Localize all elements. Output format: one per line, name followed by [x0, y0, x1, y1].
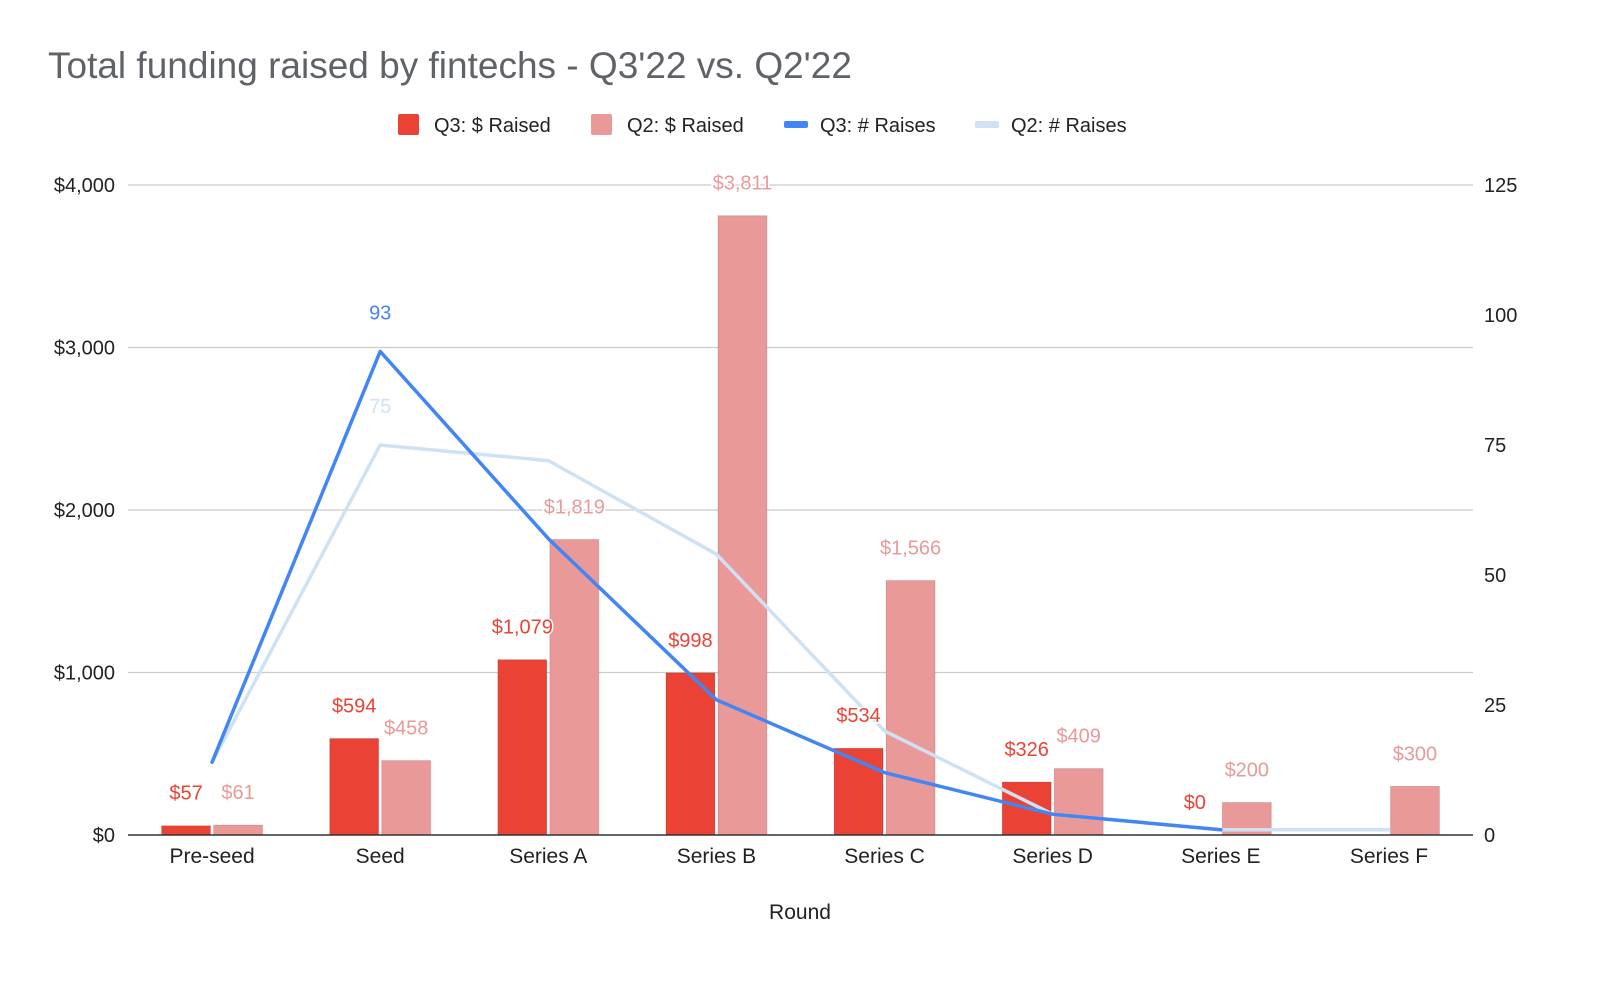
bar — [1389, 785, 1440, 836]
legend-swatch — [784, 121, 808, 128]
series-line — [210, 349, 1223, 832]
bar-data-label: $998 — [668, 630, 713, 652]
bar-data-label: $458 — [384, 718, 429, 740]
bar-data-label: $57 — [169, 783, 202, 805]
bar — [885, 580, 936, 836]
x-tick-label: Series C — [844, 845, 925, 868]
y-left-tick-label: $4,000 — [54, 175, 115, 197]
y-right-tick-label: 50 — [1484, 565, 1506, 587]
bar — [497, 659, 548, 836]
x-tick-label: Series E — [1181, 845, 1260, 868]
x-tick-label: Series A — [509, 845, 587, 868]
bar-data-label: $1,566 — [880, 538, 941, 560]
bar-data-label: $409 — [1056, 726, 1101, 748]
y-left-tick-label: $3,000 — [54, 338, 115, 360]
bar — [329, 737, 380, 836]
x-tick-label: Series B — [677, 845, 756, 868]
bar — [161, 825, 212, 836]
bar-data-label: $200 — [1225, 760, 1270, 782]
bar — [665, 672, 716, 836]
y-left-tick-label: $2,000 — [54, 500, 115, 522]
x-tick-label: Series D — [1012, 845, 1093, 868]
legend-label: Q2: $ Raised — [627, 115, 744, 137]
legend-label: Q3: $ Raised — [434, 115, 551, 137]
y-right-tick-label: 100 — [1484, 305, 1517, 327]
bar-data-label: $3,811 — [713, 173, 773, 195]
bar-data-label: $0 — [1184, 792, 1206, 814]
bar-data-label: $300 — [1393, 743, 1438, 765]
y-right-tick-label: 125 — [1484, 175, 1517, 197]
gridlines — [128, 184, 1473, 674]
x-tick-label: Seed — [356, 845, 405, 868]
x-tick-label: Pre-seed — [169, 845, 254, 868]
x-axis-title: Round — [769, 901, 831, 924]
y-left-tick-label: $0 — [93, 825, 115, 847]
bar — [213, 824, 264, 836]
legend-swatch — [398, 114, 419, 135]
legend-item: Q2: # Raises — [975, 115, 1127, 137]
legend-item: Q3: # Raises — [784, 115, 936, 137]
legend-label: Q2: # Raises — [1011, 115, 1127, 137]
legend-swatch — [591, 114, 612, 135]
y-right-tick-label: 0 — [1484, 825, 1495, 847]
y-right-tick-label: 75 — [1484, 435, 1506, 457]
chart-title: Total funding raised by fintechs - Q3'22… — [48, 45, 852, 86]
legend: Q3: $ Raised Q2: $ Raised Q3: # Raises Q2: … — [398, 114, 1127, 137]
x-axis: Pre-seed Seed Series A Series B Series C Seri… — [128, 834, 1473, 868]
bar — [1053, 768, 1104, 836]
y-axis-left: $0 $1,000 $2,000 $3,000 $4,000 — [54, 175, 115, 847]
bar — [717, 215, 768, 836]
y-right-tick-label: 25 — [1484, 695, 1506, 717]
bar-data-label: $594 — [332, 695, 377, 717]
legend-swatch — [975, 121, 999, 128]
line-series — [210, 349, 1391, 832]
y-axis-right: 0 25 50 75 100 125 — [1484, 175, 1517, 847]
bar-data-label: $61 — [221, 782, 254, 804]
bar — [381, 760, 432, 836]
y-left-tick-label: $1,000 — [54, 663, 115, 685]
bar-data-label: $1,079 — [492, 617, 553, 639]
bar — [549, 538, 600, 836]
line-data-label: 93 — [369, 302, 391, 324]
data-labels: $57 $594 $1,079 $998 $534 $326 $0 $61 $458 $1,819… — [168, 171, 1439, 815]
x-tick-label: Series F — [1350, 845, 1428, 868]
bar-data-label: $1,819 — [544, 496, 605, 518]
legend-item: Q3: $ Raised — [398, 114, 551, 137]
bar-data-label: $534 — [836, 705, 881, 727]
bar-data-label: $326 — [1004, 739, 1049, 761]
legend-item: Q2: $ Raised — [591, 114, 744, 137]
line-data-label: 75 — [369, 396, 391, 418]
legend-label: Q3: # Raises — [820, 115, 936, 137]
bar-series — [161, 215, 1440, 836]
